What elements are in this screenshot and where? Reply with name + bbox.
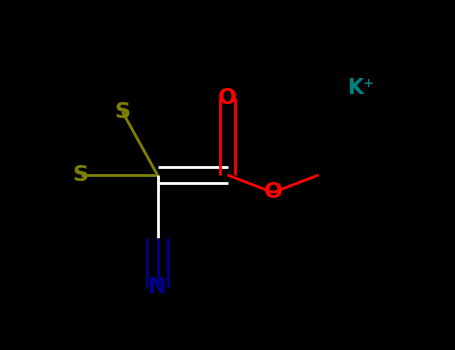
Text: S: S [115,102,131,122]
Text: S: S [72,165,89,185]
Text: O: O [263,182,283,203]
Text: O: O [218,88,237,108]
Text: N: N [148,277,167,297]
Text: K⁺: K⁺ [347,77,374,98]
